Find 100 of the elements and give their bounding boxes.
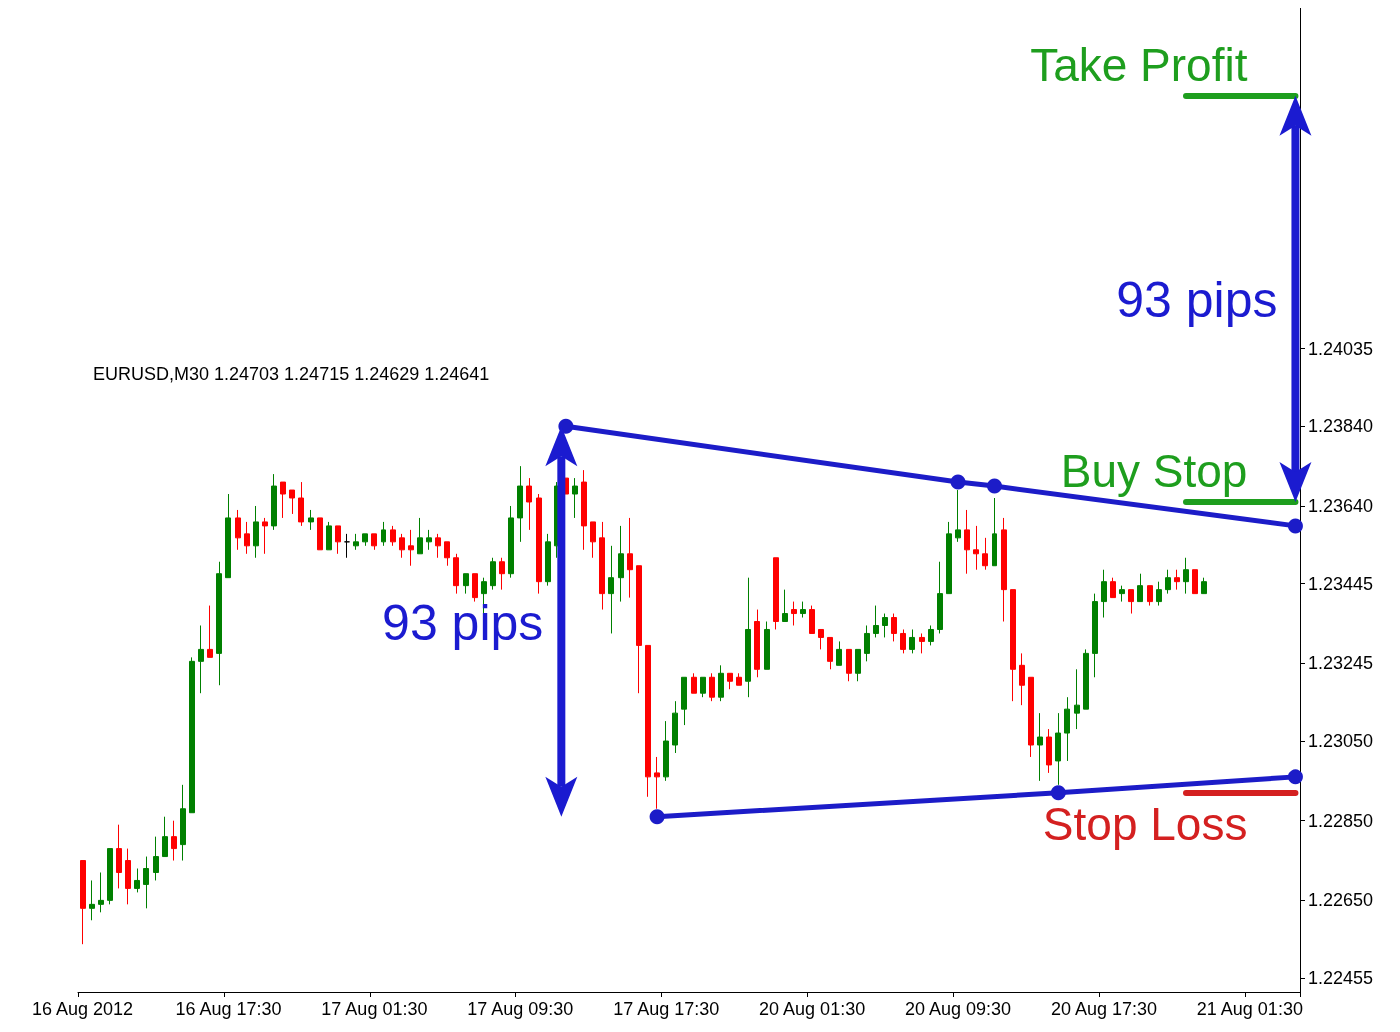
x-tick-label: 17 Aug 01:30 <box>321 999 428 1019</box>
candlestick <box>235 509 241 551</box>
candlestick <box>153 836 159 881</box>
candlestick <box>244 521 250 555</box>
candlestick <box>271 473 277 531</box>
candlestick <box>928 624 934 646</box>
candlestick <box>818 628 824 650</box>
candlestick <box>809 605 815 634</box>
candlestick <box>608 545 614 634</box>
candlestick <box>800 601 806 619</box>
y-tick-label: 1.23445 <box>1308 573 1374 594</box>
point <box>649 809 665 825</box>
x-tick-label: 21 Aug 01:30 <box>1196 999 1303 1019</box>
y-tick-label: 1.22455 <box>1308 968 1374 989</box>
y-tick-label: 1.22650 <box>1308 890 1374 911</box>
x-tick-label: 20 Aug 01:30 <box>759 999 866 1019</box>
candlestick <box>125 848 131 905</box>
candlestick <box>216 561 222 686</box>
candlestick <box>472 573 478 603</box>
ref-line-label: Take Profit <box>1030 38 1248 91</box>
candlestick <box>590 521 596 559</box>
point <box>950 474 966 490</box>
x-tick-label: 17 Aug 09:30 <box>467 999 574 1019</box>
candlestick <box>1074 668 1080 730</box>
candlestick <box>645 644 651 798</box>
candlestick <box>973 525 979 571</box>
candlestick <box>754 609 760 678</box>
candlestick <box>937 561 943 634</box>
candlestick <box>1128 589 1134 615</box>
candlestick <box>599 521 605 611</box>
x-tick-label: 16 Aug 17:30 <box>175 999 282 1019</box>
candlestick <box>864 624 870 662</box>
candlestick <box>764 621 770 670</box>
candlestick <box>873 605 879 638</box>
candlestick <box>362 533 368 547</box>
candlestick <box>508 505 514 579</box>
candlestick <box>335 525 341 555</box>
candlestick <box>672 700 678 754</box>
candlestick <box>408 529 414 567</box>
candlestick <box>1201 577 1207 595</box>
candlestick <box>189 656 195 814</box>
x-tick-label: 16 Aug 2012 <box>32 999 134 1019</box>
candlestick <box>326 521 332 551</box>
candlestick <box>1137 573 1143 603</box>
candlestick <box>1183 557 1189 595</box>
candlestick <box>1092 593 1098 678</box>
candlestick <box>636 565 642 694</box>
candlestick <box>89 879 95 921</box>
candlestick <box>371 533 377 551</box>
candlestick <box>463 573 469 595</box>
annotation: 93 pips <box>382 594 544 651</box>
candlestick <box>773 557 779 630</box>
candlestick <box>80 860 86 945</box>
candlestick <box>417 517 423 555</box>
annotation: 93 pips <box>1116 271 1278 328</box>
point <box>558 418 574 434</box>
point <box>1050 785 1066 801</box>
candlestick <box>1147 585 1153 607</box>
candlestick <box>846 648 852 682</box>
candlestick <box>572 477 578 519</box>
point <box>1287 518 1303 534</box>
candlestick <box>308 509 314 531</box>
y-tick-label: 1.24035 <box>1308 338 1374 359</box>
candlestick <box>1028 676 1034 758</box>
candlestick <box>946 521 952 595</box>
candlestick <box>1046 728 1052 774</box>
candlestick <box>490 557 496 591</box>
candlestick <box>143 856 149 909</box>
candlestick <box>654 756 660 810</box>
ref-line-label: Buy Stop <box>1060 444 1248 497</box>
text: EURUSD,M30 1.24703 1.24715 1.24629 1.24641 <box>93 364 490 384</box>
candlestick <box>909 628 915 654</box>
candlestick <box>1165 569 1171 595</box>
candlestick <box>1001 517 1007 623</box>
candlestick <box>116 824 122 889</box>
point <box>987 478 1002 494</box>
candlestick <box>198 624 204 694</box>
candlestick <box>253 505 259 559</box>
candlestick <box>134 868 140 893</box>
candlestick <box>992 497 997 567</box>
candlestick <box>545 533 551 587</box>
candlestick <box>180 784 186 862</box>
candlestick <box>499 557 505 591</box>
candlestick <box>919 632 925 654</box>
ref-line-label: Stop Loss <box>1042 797 1248 850</box>
y-tick-label: 1.23640 <box>1308 495 1374 516</box>
candlestick <box>353 533 359 551</box>
candlestick <box>718 664 724 702</box>
candlestick <box>982 537 988 571</box>
candlestick <box>1055 712 1061 786</box>
candlestick <box>344 533 350 559</box>
candlestick <box>736 672 742 686</box>
candlestick <box>517 465 523 543</box>
candlestick <box>536 493 542 595</box>
candlestick <box>627 517 633 599</box>
candlestick <box>1037 712 1043 782</box>
candlestick <box>444 541 450 567</box>
candlestick <box>526 477 532 531</box>
candlestick <box>1110 577 1116 599</box>
candlestick <box>681 676 687 726</box>
